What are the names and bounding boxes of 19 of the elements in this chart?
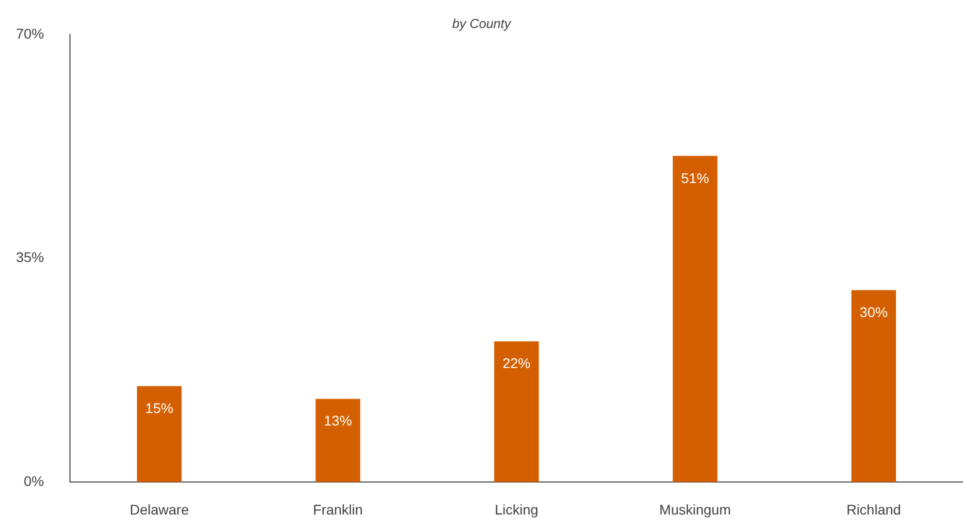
data-label: 15% [145,400,174,416]
x-tick-label: Delaware [130,501,190,518]
x-tick-label: Muskingum [659,501,731,518]
bar [316,398,360,482]
data-label: 13% [324,412,352,429]
bar [136,386,182,482]
data-label: 22% [502,355,531,372]
y-tick-label: 70% [16,25,44,42]
bar [851,290,896,482]
x-tick-label: Franklin [313,501,363,518]
y-tick-label: 0% [24,472,44,489]
x-tick-label: Richland [846,501,901,518]
y-tick-label: 35% [16,249,44,266]
x-tick-label: Licking [494,501,538,518]
data-label: 51% [681,170,710,186]
data-label: 30% [860,304,888,320]
chart-subtitle: by County [452,16,512,32]
bar [672,156,718,482]
bar [494,341,539,482]
